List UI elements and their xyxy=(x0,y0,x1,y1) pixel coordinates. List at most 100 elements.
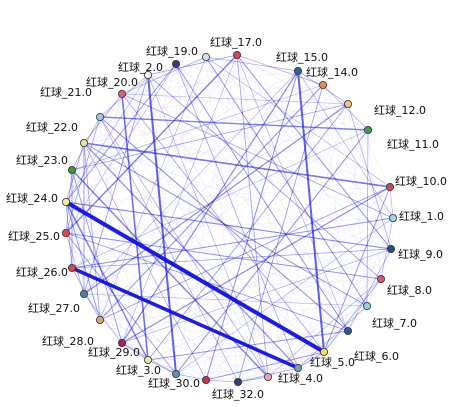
edge-faint-n5-n19 xyxy=(175,63,325,353)
node-n6[interactable] xyxy=(343,326,352,335)
edge-faint-n8-n4 xyxy=(297,278,382,369)
edge-n12-n20 xyxy=(121,93,349,105)
edge-faint-n8-n2 xyxy=(147,74,382,280)
edge-faint-n11-n23 xyxy=(71,129,369,171)
edge-n25-n30 xyxy=(65,232,177,375)
edge-faint-n5-n26 xyxy=(71,267,325,353)
edge-faint-n1-n21 xyxy=(99,116,394,219)
node-label-n3: 红球_3.0 xyxy=(116,363,161,377)
edge-n18-n15 xyxy=(205,56,299,72)
edge-faint-n14-n29 xyxy=(121,84,324,344)
edge-faint-n1-n29 xyxy=(121,217,394,344)
node-label-n25: 红球_25.0 xyxy=(8,229,60,243)
edge-faint-n9-n32 xyxy=(267,248,392,378)
edge-n32-n17 xyxy=(236,54,269,378)
edge-faint-n6-n31 xyxy=(237,330,349,383)
node-layer xyxy=(62,51,397,386)
node-n22[interactable] xyxy=(80,138,89,147)
edge-n31-n14 xyxy=(237,84,324,383)
node-n15[interactable] xyxy=(293,67,302,76)
edge-faint-n15-n24 xyxy=(65,70,299,203)
node-label-n26: 红球_26.0 xyxy=(16,265,68,279)
edge-n22-n10 xyxy=(83,142,391,188)
edge-n8-n32 xyxy=(267,278,382,378)
node-n17[interactable] xyxy=(232,51,241,60)
edge-faint-n17-n8 xyxy=(236,54,382,280)
edge-faint-n5-n22 xyxy=(83,142,325,353)
node-n30[interactable] xyxy=(171,369,180,378)
node-n27[interactable] xyxy=(80,289,89,298)
node-n24[interactable] xyxy=(62,197,71,206)
edge-n17-n25 xyxy=(65,54,238,234)
node-n21[interactable] xyxy=(96,113,105,122)
edge-faint-n17-n27 xyxy=(83,54,238,295)
node-n3[interactable] xyxy=(143,355,152,364)
edge-n30a-n22 xyxy=(83,142,207,381)
edge-faint-n17-n2 xyxy=(147,54,238,76)
node-label-n24: 红球_24.0 xyxy=(6,191,58,205)
node-n9[interactable] xyxy=(386,244,395,253)
edge-n9-n29 xyxy=(121,248,392,344)
node-label-n27: 红球_27.0 xyxy=(28,301,80,315)
edge-n22-n28 xyxy=(83,142,101,321)
edge-n2-n17 xyxy=(147,54,238,76)
node-n4[interactable] xyxy=(293,363,302,372)
edge-faint-n5-n32 xyxy=(267,351,325,378)
node-n10[interactable] xyxy=(385,182,394,191)
edge-faint-n28-n22 xyxy=(83,142,101,321)
node-n5[interactable] xyxy=(319,347,328,356)
node-n18[interactable] xyxy=(201,53,210,62)
node-n23[interactable] xyxy=(68,165,77,174)
edge-n9-n24 xyxy=(65,201,392,250)
node-label-n23: 红球_23.0 xyxy=(16,153,68,167)
node-n19[interactable] xyxy=(171,60,180,69)
edge-faint-n30-n23 xyxy=(71,169,177,375)
node-label-n6: 红球_6.0 xyxy=(354,349,399,363)
edge-faint-n32-n20 xyxy=(121,93,269,378)
node-n2[interactable] xyxy=(143,71,152,80)
edge-n26-n9 xyxy=(71,248,392,269)
node-n14[interactable] xyxy=(318,81,327,90)
edge-faint-n32-n28 xyxy=(99,319,269,378)
node-n29[interactable] xyxy=(118,338,127,347)
edge-faint-n10-n24 xyxy=(65,186,391,203)
node-n26[interactable] xyxy=(68,263,77,272)
edge-faint-n10-n30a xyxy=(205,186,391,381)
edge-faint-n6-n18 xyxy=(205,56,349,332)
edge-faint-n30a-n3 xyxy=(147,359,207,381)
node-n20[interactable] xyxy=(118,90,127,99)
node-n31[interactable] xyxy=(233,377,242,386)
edge-n9-n6 xyxy=(347,248,392,332)
node-n28[interactable] xyxy=(96,315,105,324)
label-layer: 红球_17.0 红球_15.0红球_14.0 红球_12.0 红球_11.0 红球_10… xyxy=(6,35,447,401)
edge-faint-n17-n30 xyxy=(175,54,238,375)
edge-faint-n15-n9 xyxy=(297,70,392,250)
edge-faint-n6-n21 xyxy=(99,116,349,332)
node-n32[interactable] xyxy=(263,372,272,381)
edge-faint-n17-n11 xyxy=(236,54,369,131)
node-label-n22: 红球_22.0 xyxy=(26,120,78,134)
edge-n7-n27 xyxy=(83,293,368,307)
node-n1[interactable] xyxy=(388,213,397,222)
node-n7[interactable] xyxy=(362,301,371,310)
node-label-n28: 红球_28.0 xyxy=(42,334,94,348)
node-label-n14: 红球_14.0 xyxy=(306,65,358,79)
node-n30a[interactable] xyxy=(201,375,210,384)
edge-faint-n10-n5 xyxy=(323,186,391,353)
node-n8[interactable] xyxy=(376,274,385,283)
edge-faint-n1-n6 xyxy=(347,217,394,332)
edge-n24-n3 xyxy=(65,201,149,361)
edge-faint-n4-n30 xyxy=(175,367,299,375)
node-n25[interactable] xyxy=(62,228,71,237)
edge-n29-n3 xyxy=(121,342,149,361)
edge-n17-n6 xyxy=(236,54,349,332)
edge-n15-n29 xyxy=(121,70,299,344)
node-label-n10: 红球_10.0 xyxy=(395,174,447,188)
edge-faint-n24-n19 xyxy=(65,63,177,203)
edge-n14-n11 xyxy=(322,84,369,131)
edge-n6-n21 xyxy=(99,116,349,332)
edge-n14-n23 xyxy=(71,84,324,171)
node-n11[interactable] xyxy=(363,126,372,135)
node-n12[interactable] xyxy=(343,100,352,109)
edge-faint-n7-n20 xyxy=(121,93,368,307)
